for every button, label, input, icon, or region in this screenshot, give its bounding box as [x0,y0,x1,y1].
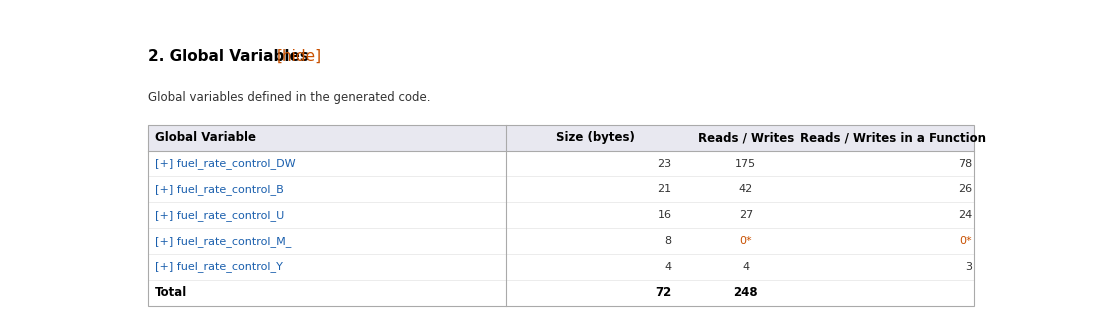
Text: 72: 72 [655,286,671,299]
Text: Global Variable: Global Variable [154,131,256,144]
Text: 175: 175 [735,159,757,169]
Text: 0*: 0* [739,236,752,246]
Text: Reads / Writes: Reads / Writes [698,131,794,144]
Text: 21: 21 [657,184,671,194]
Text: 16: 16 [657,210,671,220]
Text: 42: 42 [739,184,753,194]
Text: [+] fuel_rate_control_DW: [+] fuel_rate_control_DW [154,158,296,169]
Text: [+] fuel_rate_control_B: [+] fuel_rate_control_B [154,184,284,195]
Text: 3: 3 [965,262,972,272]
Text: 248: 248 [734,286,758,299]
Text: Global variables defined in the generated code.: Global variables defined in the generate… [148,91,430,104]
Text: [+] fuel_rate_control_Y: [+] fuel_rate_control_Y [154,262,283,272]
Text: 4: 4 [742,262,749,272]
Text: Size (bytes): Size (bytes) [555,131,635,144]
Text: 27: 27 [739,210,753,220]
Text: 8: 8 [665,236,671,246]
Text: Reads / Writes in a Function: Reads / Writes in a Function [800,131,986,144]
Text: 78: 78 [958,159,972,169]
Text: 0*: 0* [959,236,972,246]
Text: [+] fuel_rate_control_M_: [+] fuel_rate_control_M_ [154,236,291,247]
Text: Total: Total [154,286,187,299]
Text: 26: 26 [958,184,972,194]
Text: 4: 4 [665,262,671,272]
Text: 24: 24 [958,210,972,220]
Text: [hide]: [hide] [277,49,322,64]
Text: 23: 23 [657,159,671,169]
Text: [+] fuel_rate_control_U: [+] fuel_rate_control_U [154,210,284,221]
Text: 2. Global Variables: 2. Global Variables [148,49,314,64]
